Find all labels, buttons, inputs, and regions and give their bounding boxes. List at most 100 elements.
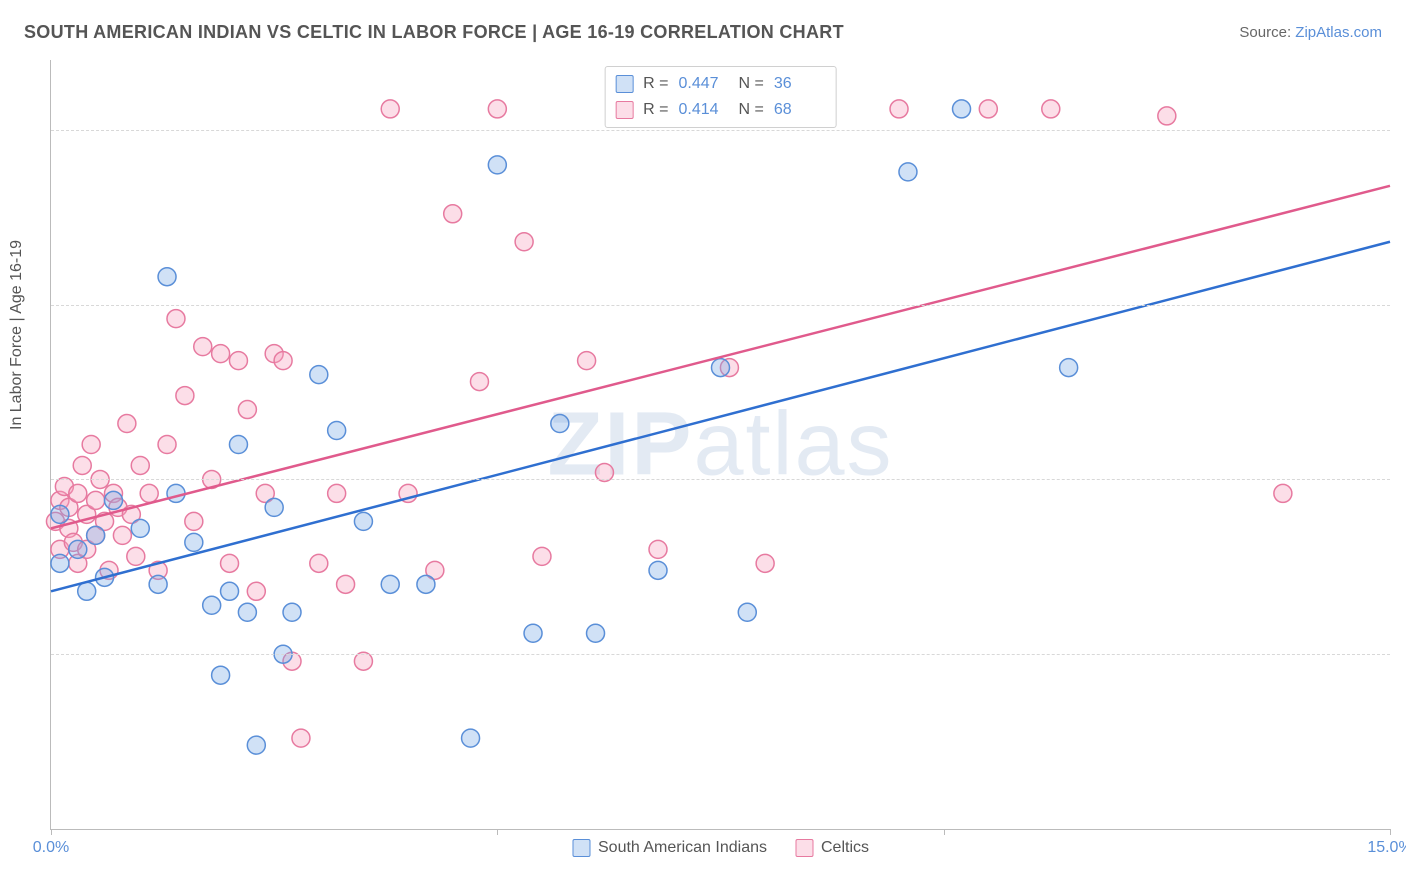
chart-title: SOUTH AMERICAN INDIAN VS CELTIC IN LABOR… (24, 22, 844, 43)
y-tick-label: 25.0% (1400, 644, 1406, 662)
data-point (470, 373, 488, 391)
data-point (524, 624, 542, 642)
data-point (738, 603, 756, 621)
data-point (185, 512, 203, 530)
data-point (212, 345, 230, 363)
legend-item: South American Indians (572, 839, 767, 857)
data-point (381, 575, 399, 593)
data-point (131, 456, 149, 474)
gridline (51, 479, 1390, 480)
data-point (203, 596, 221, 614)
gridline (51, 130, 1390, 131)
data-point (1042, 100, 1060, 118)
x-tick-mark (51, 829, 52, 835)
data-point (212, 666, 230, 684)
data-point (238, 603, 256, 621)
data-point (185, 533, 203, 551)
data-point (551, 415, 569, 433)
data-point (310, 366, 328, 384)
x-tick-mark (944, 829, 945, 835)
x-tick-label: 15.0% (1367, 839, 1406, 857)
n-label: N = (739, 97, 764, 123)
x-tick-mark (1390, 829, 1391, 835)
data-point (953, 100, 971, 118)
correlation-legend-box: R = 0.447 N = 36R =0.414N =68 (604, 66, 837, 128)
data-point (756, 554, 774, 572)
data-point (310, 554, 328, 572)
data-point (149, 575, 167, 593)
data-point (1158, 107, 1176, 125)
data-point (82, 436, 100, 454)
data-point (354, 512, 372, 530)
data-point (417, 575, 435, 593)
r-label: R = (643, 97, 668, 123)
data-point (337, 575, 355, 593)
data-point (118, 415, 136, 433)
data-point (283, 603, 301, 621)
data-point (87, 526, 105, 544)
data-point (381, 100, 399, 118)
data-point (131, 519, 149, 537)
data-point (533, 547, 551, 565)
legend-swatch (795, 839, 813, 857)
y-axis-label: In Labor Force | Age 16-19 (8, 240, 26, 430)
data-point (104, 491, 122, 509)
data-point (292, 729, 310, 747)
r-value: 0.447 (679, 71, 729, 97)
data-point (649, 540, 667, 558)
legend-label: Celtics (821, 839, 869, 857)
source-attribution: Source: ZipAtlas.com (1239, 24, 1382, 41)
trend-line (51, 186, 1390, 529)
data-point (890, 100, 908, 118)
data-point (712, 359, 730, 377)
data-point (488, 156, 506, 174)
data-point (328, 422, 346, 440)
data-point (78, 582, 96, 600)
legend-swatch (615, 75, 633, 93)
data-point (194, 338, 212, 356)
correlation-row: R =0.414N =68 (615, 97, 824, 123)
data-point (158, 268, 176, 286)
r-label: R = (643, 71, 668, 97)
data-point (979, 100, 997, 118)
data-point (247, 736, 265, 754)
data-point (238, 401, 256, 419)
legend-swatch (615, 101, 633, 119)
y-tick-label: 75.0% (1400, 295, 1406, 313)
data-point (515, 233, 533, 251)
data-point (1060, 359, 1078, 377)
gridline (51, 654, 1390, 655)
data-point (488, 100, 506, 118)
data-point (51, 505, 69, 523)
y-tick-label: 100.0% (1400, 120, 1406, 138)
data-point (69, 540, 87, 558)
legend-swatch (572, 839, 590, 857)
y-tick-label: 50.0% (1400, 469, 1406, 487)
data-point (221, 554, 239, 572)
source-label: Source: (1239, 24, 1291, 41)
data-point (462, 729, 480, 747)
data-point (328, 484, 346, 502)
series-legend: South American Indians Celtics (572, 839, 869, 857)
data-point (167, 310, 185, 328)
data-point (176, 387, 194, 405)
gridline (51, 305, 1390, 306)
data-point (69, 484, 87, 502)
data-point (140, 484, 158, 502)
data-point (73, 456, 91, 474)
data-point (578, 352, 596, 370)
x-tick-label: 0.0% (33, 839, 69, 857)
data-point (229, 352, 247, 370)
x-tick-mark (497, 829, 498, 835)
n-value: 36 (774, 71, 824, 97)
data-point (587, 624, 605, 642)
data-point (274, 352, 292, 370)
legend-item: Celtics (795, 839, 869, 857)
chart-svg (51, 60, 1390, 829)
data-point (899, 163, 917, 181)
source-link[interactable]: ZipAtlas.com (1295, 24, 1382, 41)
data-point (87, 491, 105, 509)
data-point (127, 547, 145, 565)
header: SOUTH AMERICAN INDIAN VS CELTIC IN LABOR… (24, 18, 1382, 46)
data-point (113, 526, 131, 544)
